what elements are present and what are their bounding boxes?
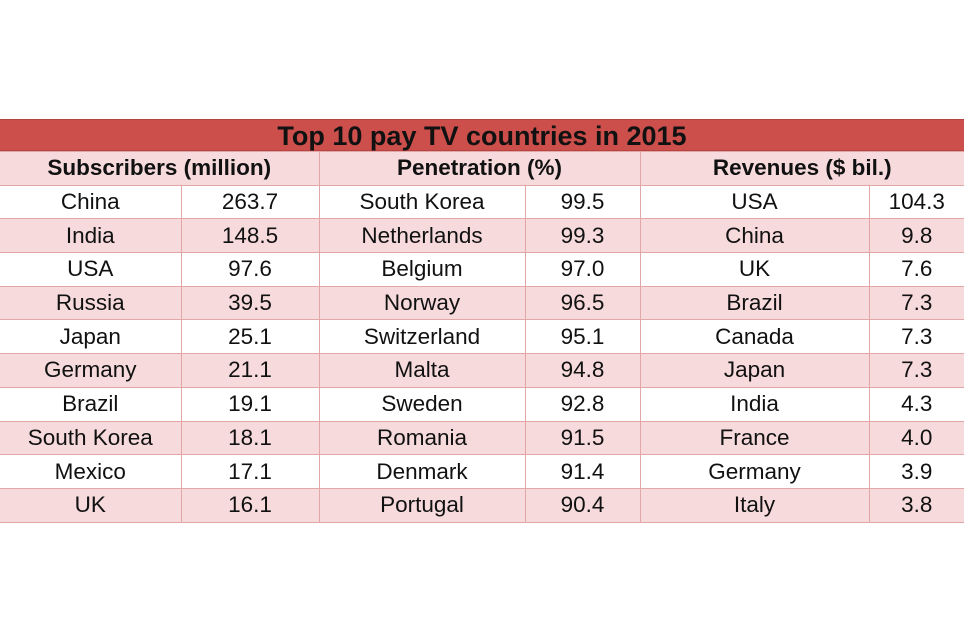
revenues-country: Canada bbox=[639, 319, 870, 355]
revenues-value: 104.3 bbox=[868, 184, 964, 220]
header-revenues: Revenues ($ bil.) bbox=[639, 151, 964, 186]
revenues-country: Brazil bbox=[639, 285, 870, 321]
subscribers-country: Mexico bbox=[0, 454, 182, 489]
table-row: Mexico 17.1 Denmark 91.4 Germany 3.9 bbox=[0, 454, 964, 489]
penetration-value: 91.5 bbox=[524, 420, 641, 456]
penetration-country: Netherlands bbox=[318, 218, 526, 254]
penetration-country: Sweden bbox=[318, 386, 526, 422]
penetration-country: Romania bbox=[318, 420, 526, 456]
revenues-country: Germany bbox=[639, 454, 870, 489]
subscribers-value: 21.1 bbox=[180, 353, 320, 388]
subscribers-country: South Korea bbox=[0, 420, 182, 456]
revenues-country: Japan bbox=[639, 353, 870, 388]
revenues-value: 9.8 bbox=[868, 218, 964, 254]
revenues-country: Italy bbox=[639, 487, 870, 523]
subscribers-country: USA bbox=[0, 252, 182, 287]
penetration-country: Switzerland bbox=[318, 319, 526, 355]
header-penetration: Penetration (%) bbox=[318, 151, 641, 186]
penetration-value: 90.4 bbox=[524, 487, 641, 523]
penetration-value: 91.4 bbox=[524, 454, 641, 489]
penetration-country: Malta bbox=[318, 353, 526, 388]
subscribers-country: UK bbox=[0, 487, 182, 523]
revenues-country: USA bbox=[639, 184, 870, 220]
penetration-value: 99.3 bbox=[524, 218, 641, 254]
revenues-value: 3.9 bbox=[868, 454, 964, 489]
table-row: Germany 21.1 Malta 94.8 Japan 7.3 bbox=[0, 353, 964, 388]
penetration-value: 96.5 bbox=[524, 285, 641, 321]
penetration-country: Portugal bbox=[318, 487, 526, 523]
revenues-value: 7.3 bbox=[868, 285, 964, 321]
revenues-country: UK bbox=[639, 252, 870, 287]
subscribers-country: Brazil bbox=[0, 386, 182, 422]
header-subscribers: Subscribers (million) bbox=[0, 151, 320, 186]
penetration-value: 97.0 bbox=[524, 252, 641, 287]
subscribers-country: Russia bbox=[0, 285, 182, 321]
subscribers-value: 39.5 bbox=[180, 285, 320, 321]
pay-tv-table: Top 10 pay TV countries in 2015 Subscrib… bbox=[0, 119, 964, 523]
header-row: Subscribers (million) Penetration (%) Re… bbox=[0, 151, 964, 186]
revenues-country: China bbox=[639, 218, 870, 254]
penetration-country: Denmark bbox=[318, 454, 526, 489]
penetration-value: 99.5 bbox=[524, 184, 641, 220]
table-row: China 263.7 South Korea 99.5 USA 104.3 bbox=[0, 184, 964, 220]
penetration-country: Belgium bbox=[318, 252, 526, 287]
revenues-value: 4.0 bbox=[868, 420, 964, 456]
revenues-country: India bbox=[639, 386, 870, 422]
table-row: India 148.5 Netherlands 99.3 China 9.8 bbox=[0, 218, 964, 254]
table-row: Russia 39.5 Norway 96.5 Brazil 7.3 bbox=[0, 285, 964, 321]
revenues-value: 7.6 bbox=[868, 252, 964, 287]
revenues-value: 7.3 bbox=[868, 319, 964, 355]
table-row: South Korea 18.1 Romania 91.5 France 4.0 bbox=[0, 420, 964, 456]
penetration-value: 95.1 bbox=[524, 319, 641, 355]
penetration-country: Norway bbox=[318, 285, 526, 321]
table-row: Japan 25.1 Switzerland 95.1 Canada 7.3 bbox=[0, 319, 964, 355]
table-row: UK 16.1 Portugal 90.4 Italy 3.8 bbox=[0, 487, 964, 523]
subscribers-value: 17.1 bbox=[180, 454, 320, 489]
subscribers-value: 16.1 bbox=[180, 487, 320, 523]
data-table: Subscribers (million) Penetration (%) Re… bbox=[0, 151, 964, 523]
subscribers-value: 25.1 bbox=[180, 319, 320, 355]
revenues-value: 7.3 bbox=[868, 353, 964, 388]
subscribers-value: 263.7 bbox=[180, 184, 320, 220]
subscribers-country: Japan bbox=[0, 319, 182, 355]
subscribers-country: China bbox=[0, 184, 182, 220]
table-row: USA 97.6 Belgium 97.0 UK 7.6 bbox=[0, 252, 964, 287]
subscribers-country: Germany bbox=[0, 353, 182, 388]
penetration-value: 92.8 bbox=[524, 386, 641, 422]
revenues-value: 4.3 bbox=[868, 386, 964, 422]
subscribers-country: India bbox=[0, 218, 182, 254]
table-title: Top 10 pay TV countries in 2015 bbox=[0, 119, 964, 151]
subscribers-value: 19.1 bbox=[180, 386, 320, 422]
subscribers-value: 97.6 bbox=[180, 252, 320, 287]
subscribers-value: 148.5 bbox=[180, 218, 320, 254]
revenues-value: 3.8 bbox=[868, 487, 964, 523]
penetration-country: South Korea bbox=[318, 184, 526, 220]
penetration-value: 94.8 bbox=[524, 353, 641, 388]
table-row: Brazil 19.1 Sweden 92.8 India 4.3 bbox=[0, 386, 964, 422]
subscribers-value: 18.1 bbox=[180, 420, 320, 456]
revenues-country: France bbox=[639, 420, 870, 456]
